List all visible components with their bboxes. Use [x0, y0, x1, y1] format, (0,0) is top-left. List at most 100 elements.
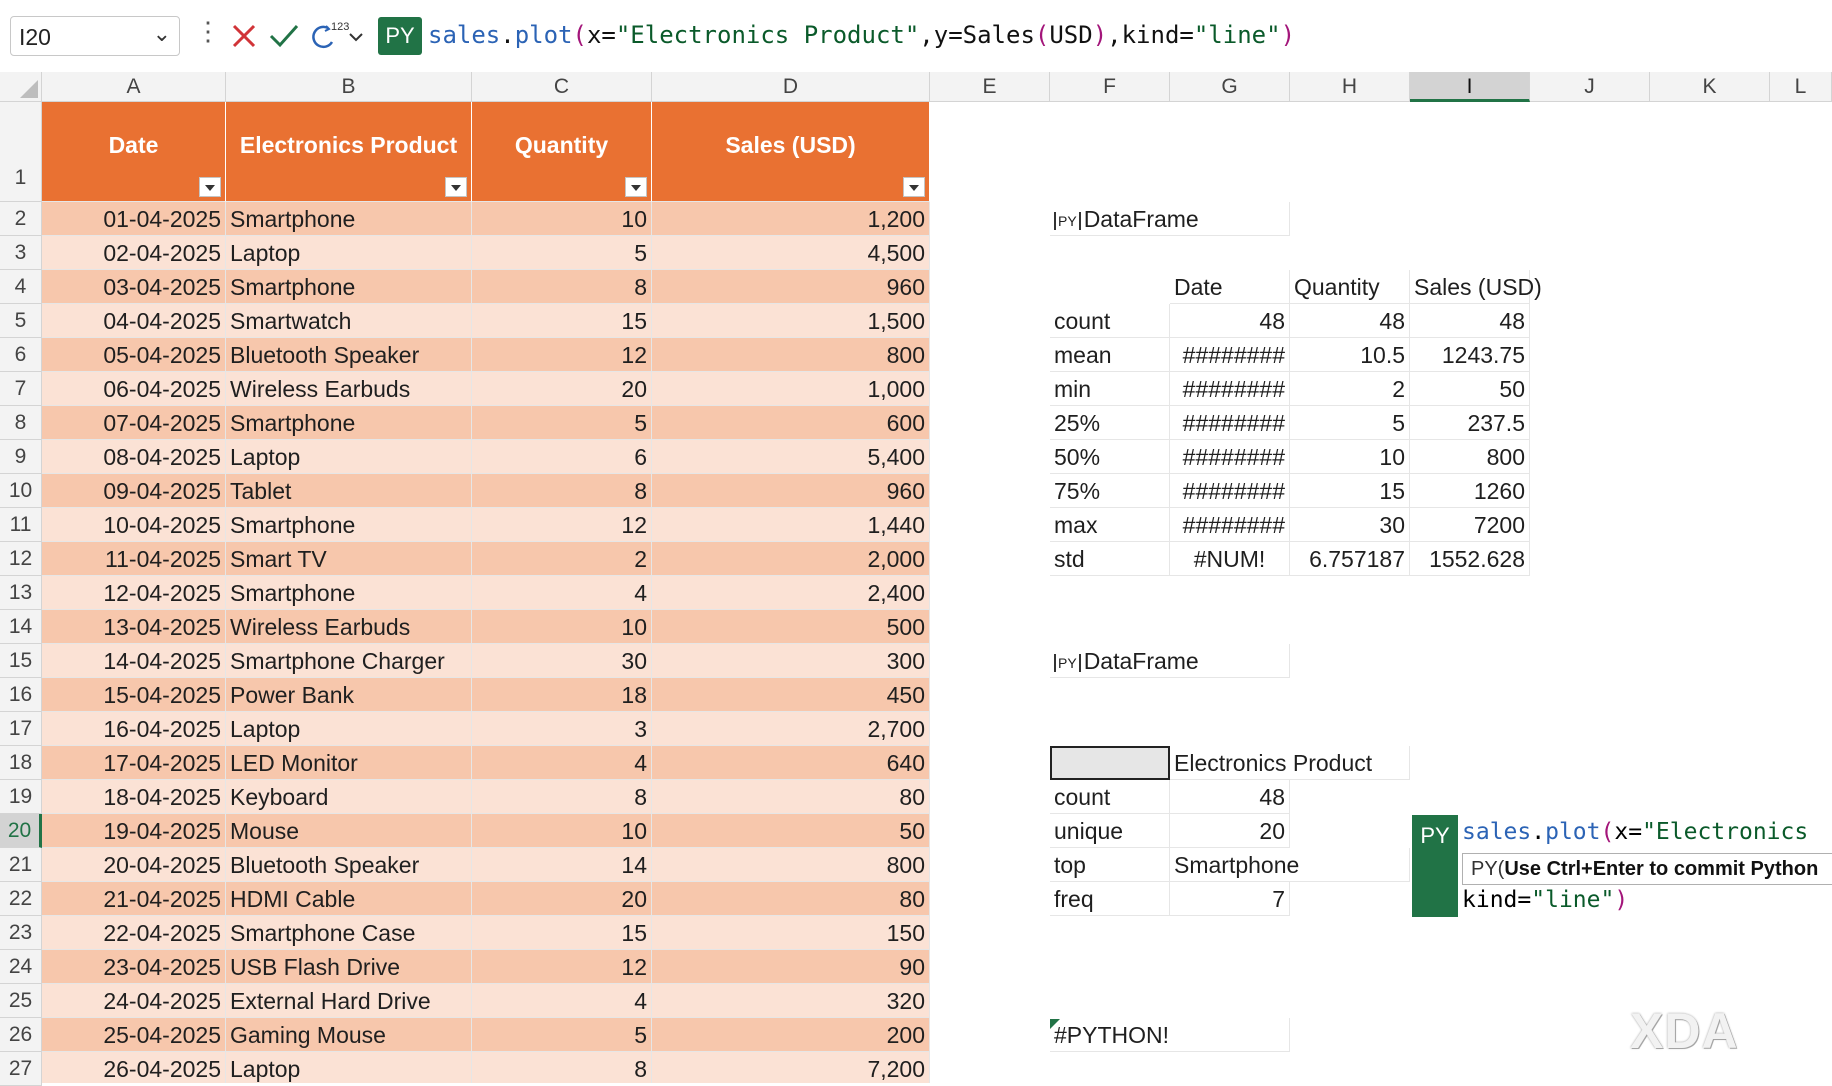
table-cell[interactable]: Wireless Earbuds — [226, 610, 472, 644]
formula-input[interactable]: sales.plot(x="Electronics Product",y=Sal… — [428, 21, 1295, 49]
describe-value[interactable]: 20 — [1170, 814, 1290, 848]
describe-value[interactable]: 15 — [1290, 474, 1410, 508]
table-cell[interactable]: Smartwatch — [226, 304, 472, 338]
row-header-3[interactable]: 3 — [0, 236, 42, 270]
row-header-15[interactable]: 15 — [0, 644, 42, 678]
table-cell[interactable]: 4 — [472, 984, 652, 1018]
table-cell[interactable]: Wireless Earbuds — [226, 372, 472, 406]
table-cell[interactable]: 1,500 — [652, 304, 930, 338]
table-cell[interactable]: 23-04-2025 — [42, 950, 226, 984]
table-cell[interactable]: 14 — [472, 848, 652, 882]
describe-row-label[interactable]: count — [1050, 780, 1170, 814]
describe-value[interactable]: 48 — [1290, 304, 1410, 338]
table-cell[interactable]: 4,500 — [652, 236, 930, 270]
table-cell[interactable]: Keyboard — [226, 780, 472, 814]
table-cell[interactable]: 19-04-2025 — [42, 814, 226, 848]
table-cell[interactable]: 8 — [472, 474, 652, 508]
editor-code-line-1[interactable]: sales.plot(x="Electronics — [1462, 819, 1808, 845]
enter-icon[interactable] — [266, 18, 302, 54]
table-cell[interactable]: 3 — [472, 712, 652, 746]
table-cell[interactable]: Laptop — [226, 712, 472, 746]
table-header-cell[interactable]: Date — [42, 102, 226, 202]
column-header-b[interactable]: B — [226, 72, 472, 102]
table-cell[interactable]: Smartphone — [226, 576, 472, 610]
table-cell[interactable]: 800 — [652, 848, 930, 882]
row-header-10[interactable]: 10 — [0, 474, 42, 508]
table-cell[interactable]: 200 — [652, 1018, 930, 1052]
row-header-4[interactable]: 4 — [0, 270, 42, 304]
table-cell[interactable]: 5,400 — [652, 440, 930, 474]
table-cell[interactable]: 20 — [472, 882, 652, 916]
describe-value[interactable]: 2 — [1290, 372, 1410, 406]
filter-dropdown-icon[interactable] — [445, 177, 467, 197]
table-cell[interactable]: 6 — [472, 440, 652, 474]
row-header-2[interactable]: 2 — [0, 202, 42, 236]
row-header-8[interactable]: 8 — [0, 406, 42, 440]
table-cell[interactable]: Smartphone Charger — [226, 644, 472, 678]
table-cell[interactable]: 50 — [652, 814, 930, 848]
table-cell[interactable]: 2,000 — [652, 542, 930, 576]
table-header-cell[interactable]: Sales (USD) — [652, 102, 930, 202]
python-error-cell[interactable]: #PYTHON! — [1050, 1018, 1290, 1052]
table-cell[interactable]: Smartphone — [226, 270, 472, 304]
table-cell[interactable]: 8 — [472, 780, 652, 814]
describe-row-label[interactable]: 75% — [1050, 474, 1170, 508]
table-cell[interactable]: 2,700 — [652, 712, 930, 746]
describe-value[interactable]: 1552.628 — [1410, 542, 1530, 576]
table-cell[interactable]: 24-04-2025 — [42, 984, 226, 1018]
row-header-27[interactable]: 27 — [0, 1052, 42, 1086]
table-cell[interactable]: 10 — [472, 610, 652, 644]
describe-value[interactable]: 48 — [1170, 304, 1290, 338]
table-cell[interactable]: 08-04-2025 — [42, 440, 226, 474]
row-header-5[interactable]: 5 — [0, 304, 42, 338]
describe-value[interactable]: #NUM! — [1170, 542, 1290, 576]
table-cell[interactable]: 80 — [652, 780, 930, 814]
column-header-i[interactable]: I — [1410, 72, 1530, 102]
describe-value[interactable]: 50 — [1410, 372, 1530, 406]
table-cell[interactable]: 03-04-2025 — [42, 270, 226, 304]
dataframe-label[interactable]: PY DataFrame — [1050, 202, 1290, 236]
column-header-j[interactable]: J — [1530, 72, 1650, 102]
table-cell[interactable]: Laptop — [226, 1052, 472, 1083]
describe-value[interactable]: 30 — [1290, 508, 1410, 542]
describe-value[interactable]: ######## — [1170, 508, 1290, 542]
table-cell[interactable]: 25-04-2025 — [42, 1018, 226, 1052]
table-cell[interactable]: LED Monitor — [226, 746, 472, 780]
describe-value[interactable]: 1243.75 — [1410, 338, 1530, 372]
worksheet-grid[interactable]: Date Electronics Product Quantity Sales (US… — [42, 102, 1832, 1083]
describe-value[interactable]: 6.757187 — [1290, 542, 1410, 576]
table-cell[interactable]: Smartphone Case — [226, 916, 472, 950]
table-cell[interactable]: 14-04-2025 — [42, 644, 226, 678]
table-cell[interactable]: 20 — [472, 372, 652, 406]
table-cell[interactable]: 320 — [652, 984, 930, 1018]
row-header-24[interactable]: 24 — [0, 950, 42, 984]
row-header-9[interactable]: 9 — [0, 440, 42, 474]
table-cell[interactable]: 600 — [652, 406, 930, 440]
row-header-16[interactable]: 16 — [0, 678, 42, 712]
more-icon[interactable]: ⋮ — [195, 16, 221, 46]
describe-value[interactable]: ######## — [1170, 474, 1290, 508]
selected-empty-cell[interactable] — [1050, 746, 1170, 780]
table-cell[interactable]: 80 — [652, 882, 930, 916]
table-cell[interactable]: 150 — [652, 916, 930, 950]
table-cell[interactable]: Tablet — [226, 474, 472, 508]
table-cell[interactable]: 26-04-2025 — [42, 1052, 226, 1083]
column-header-c[interactable]: C — [472, 72, 652, 102]
table-cell[interactable]: Power Bank — [226, 678, 472, 712]
table-cell[interactable]: 16-04-2025 — [42, 712, 226, 746]
describe-text-header[interactable]: Electronics Product — [1170, 746, 1410, 780]
row-header-26[interactable]: 26 — [0, 1018, 42, 1052]
row-header-11[interactable]: 11 — [0, 508, 42, 542]
table-cell[interactable]: 01-04-2025 — [42, 202, 226, 236]
describe-row-label[interactable]: 25% — [1050, 406, 1170, 440]
describe-value[interactable]: Smartphone — [1170, 848, 1410, 882]
row-header-12[interactable]: 12 — [0, 542, 42, 576]
table-cell[interactable]: Laptop — [226, 440, 472, 474]
table-cell[interactable]: 15 — [472, 304, 652, 338]
row-header-1[interactable]: 1 — [0, 102, 42, 202]
table-cell[interactable]: Smartphone — [226, 202, 472, 236]
editor-code-line-3[interactable]: kind="line") — [1462, 887, 1628, 913]
row-header-18[interactable]: 18 — [0, 746, 42, 780]
table-cell[interactable]: 500 — [652, 610, 930, 644]
table-cell[interactable]: Laptop — [226, 236, 472, 270]
